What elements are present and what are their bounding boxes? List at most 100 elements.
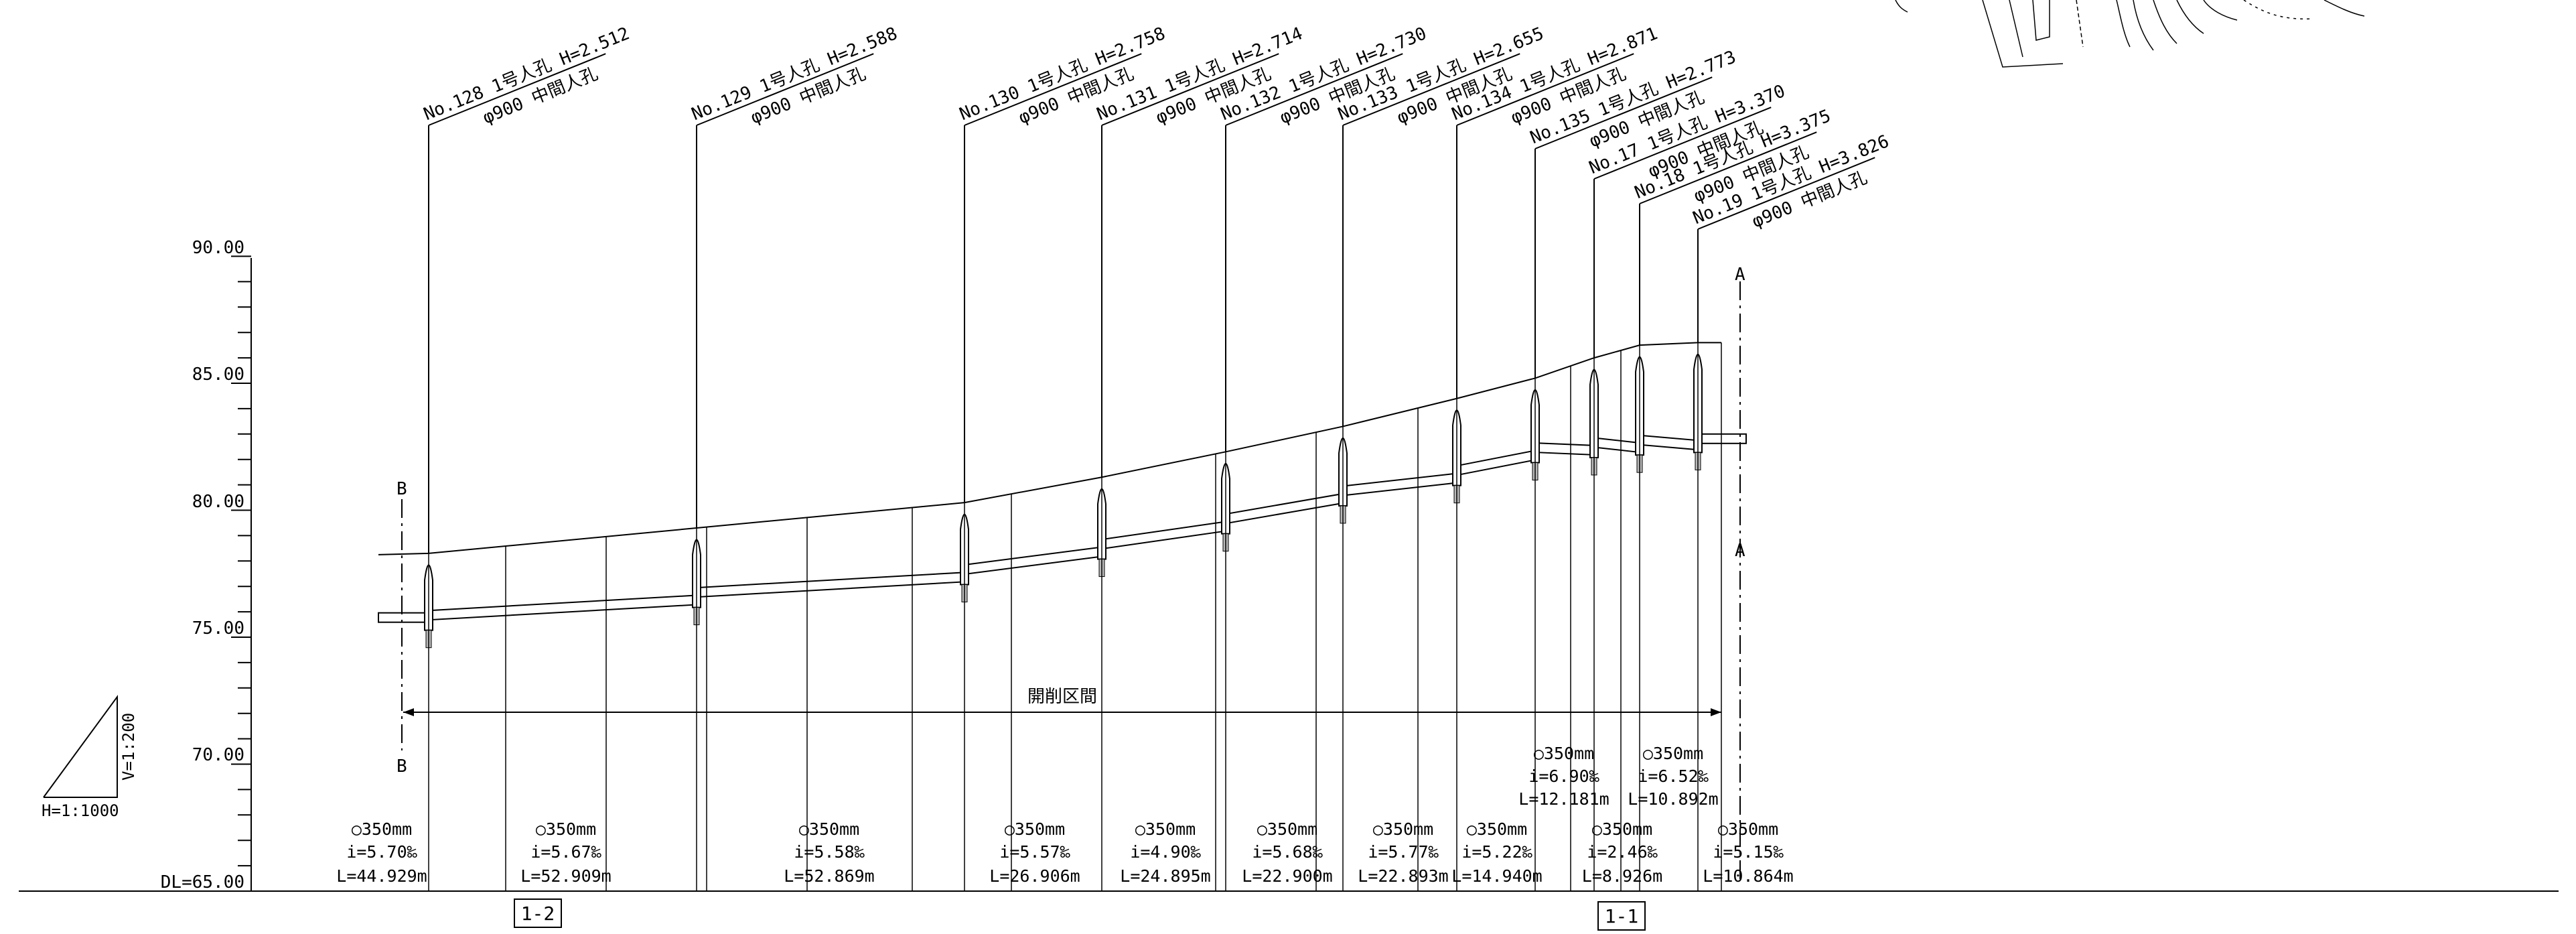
- ground-line: [378, 342, 1721, 555]
- manhole-label-underline: [1697, 157, 1875, 230]
- tick-label-datum: DL=65.00: [161, 872, 244, 892]
- pipe-label-upper: ○350mm i=6.52‰ L=10.892m: [1628, 744, 1718, 809]
- pipe-label: ○350mm i=5.57‰ L=26.906m: [989, 819, 1080, 886]
- pipe-length: L=44.929m: [336, 866, 427, 886]
- pipe-diameter: ○350mm: [799, 819, 859, 839]
- pipe-length: L=26.906m: [989, 866, 1080, 886]
- pipe-slope: i=6.90‰: [1528, 766, 1599, 786]
- pipe-diameter: ○350mm: [1718, 819, 1778, 839]
- manhole-label-underline: [1101, 53, 1279, 126]
- pipe-diameter: ○350mm: [1257, 819, 1317, 839]
- pipe-slope: i=2.46‰: [1587, 842, 1658, 862]
- manhole-label-underline: [1456, 53, 1634, 126]
- pipe-segment: [1225, 492, 1344, 525]
- pipe-length: L=12.181m: [1518, 789, 1609, 809]
- pipe-segment: [1639, 434, 1699, 451]
- pipe-segment: [964, 546, 1102, 576]
- tick-label-85: 85.00: [192, 364, 244, 385]
- pipe-slope: i=5.77‰: [1368, 842, 1439, 862]
- tick-label-90: 90.00: [192, 238, 244, 258]
- box-1-1: 1-1: [1597, 901, 1646, 931]
- pipe-label: ○350mm i=5.68‰ L=22.900m: [1242, 819, 1332, 886]
- pipe-label: ○350mm i=5.70‰ L=44.929m: [336, 819, 427, 886]
- pipe-stub-left: [378, 612, 429, 623]
- pipe-length: L=8.926m: [1582, 866, 1662, 886]
- pipe-diameter: ○350mm: [352, 819, 412, 839]
- pipe-slope: i=5.22‰: [1461, 842, 1532, 862]
- scale-triangle: V=1:200 H=1:1000: [42, 694, 138, 820]
- pipe-segment: [428, 594, 697, 621]
- tick-label-75: 75.00: [192, 618, 244, 639]
- pipe-slope: i=5.57‰: [999, 842, 1070, 862]
- pipe-length: L=52.909m: [520, 866, 611, 886]
- pipe-segment: [1342, 472, 1457, 496]
- box-label-1-2: 1-2: [521, 903, 555, 925]
- pipe-diameter: ○350mm: [1534, 744, 1594, 763]
- tick-label-70: 70.00: [192, 745, 244, 765]
- pipe-slope: i=4.90‰: [1130, 842, 1201, 862]
- box-label-1-1: 1-1: [1605, 905, 1639, 927]
- pipe-length: L=52.869m: [784, 866, 874, 886]
- pipe-length: L=10.864m: [1703, 866, 1793, 886]
- manhole-label-underline: [1593, 107, 1772, 180]
- pipe-slope: i=6.52‰: [1638, 766, 1709, 786]
- section-a-bottom: A: [1735, 541, 1745, 561]
- vertical-scale-label: V=1:200: [119, 713, 138, 781]
- box-1-2: 1-2: [514, 898, 562, 928]
- pipe-label-upper: ○350mm i=6.90‰ L=12.181m: [1518, 744, 1609, 809]
- manhole-label-underline: [1534, 76, 1713, 149]
- pipe-stub-right: [1697, 433, 1747, 444]
- section-b-bottom: B: [397, 756, 407, 777]
- section-b-top: B: [397, 479, 407, 499]
- manhole-label-underline: [428, 53, 606, 126]
- pipe-length: L=14.940m: [1451, 866, 1542, 886]
- manhole-label-underline: [1342, 53, 1520, 126]
- elevation-ticks: [231, 255, 251, 892]
- excavation-section: 開削区間: [403, 687, 1721, 716]
- pipe-diameter: ○350mm: [1373, 819, 1433, 839]
- pipe-diameter: ○350mm: [1467, 819, 1527, 839]
- pipe-segment: [696, 572, 965, 598]
- pipe-labels-upper: ○350mm i=6.90‰ L=12.181m ○350mm i=6.52‰ L=10.…: [1518, 744, 1718, 809]
- pipe-label: ○350mm i=2.46‰ L=8.926m: [1582, 819, 1662, 886]
- tick-label-80: 80.00: [192, 492, 244, 512]
- pipe-segment: [1456, 450, 1536, 476]
- pipe-slope: i=5.68‰: [1252, 842, 1323, 862]
- pipe-diameter: ○350mm: [536, 819, 596, 839]
- manhole-label-underline: [696, 53, 874, 126]
- pipe-label: ○350mm i=4.90‰ L=24.895m: [1120, 819, 1210, 886]
- pipe-diameter: ○350mm: [1135, 819, 1196, 839]
- pipe-slope: i=5.70‰: [346, 842, 417, 862]
- section-marker-b: B B: [397, 479, 407, 777]
- station-lines: [428, 342, 1722, 891]
- section-marker-a: A A: [1735, 265, 1745, 884]
- pipe-length: L=22.900m: [1242, 866, 1332, 886]
- pipe-label: ○350mm i=5.77‰ L=22.893m: [1358, 819, 1448, 886]
- section-a-top: A: [1735, 265, 1745, 285]
- pipe-length: L=22.893m: [1358, 866, 1448, 886]
- pipe-labels: ○350mm i=5.70‰ L=44.929m ○350mm i=5.67‰ L=52.…: [336, 819, 1793, 886]
- pipe-label: ○350mm i=5.15‰ L=10.864m: [1703, 819, 1793, 886]
- pipe-diameter: ○350mm: [1005, 819, 1065, 839]
- horizontal-scale-label: H=1:1000: [42, 801, 119, 820]
- manhole-label-underline: [1225, 53, 1403, 126]
- pipe-profile: [378, 433, 1747, 623]
- pipe-segment: [1534, 442, 1595, 456]
- pipe-slope: i=5.15‰: [1713, 842, 1784, 862]
- pipe-length: L=24.895m: [1120, 866, 1210, 886]
- manhole-label-underline: [964, 53, 1142, 126]
- pipe-label: ○350mm i=5.67‰ L=52.909m: [520, 819, 611, 886]
- pipe-diameter: ○350mm: [1592, 819, 1652, 839]
- pipe-segment: [1593, 437, 1640, 454]
- pipe-label: ○350mm i=5.58‰ L=52.869m: [784, 819, 874, 886]
- pipe-diameter: ○350mm: [1643, 744, 1703, 763]
